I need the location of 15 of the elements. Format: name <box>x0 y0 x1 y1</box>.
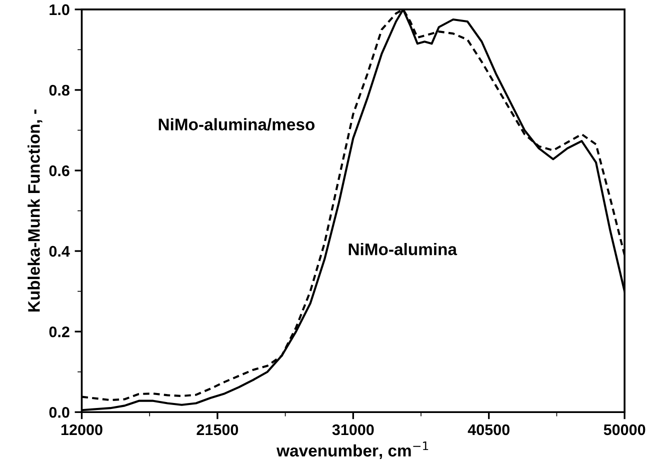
x-axis-title: wavenumber, cm$^{−1}$ <box>276 442 428 460</box>
series-label: NiMo-alumina <box>348 242 458 256</box>
x-tick-label: 12000 <box>61 424 102 436</box>
x-tick-label: 50000 <box>604 424 646 436</box>
y-tick-label: 0.0 <box>49 406 70 418</box>
x-tick-label: 21500 <box>196 424 238 436</box>
y-tick-label: 0.4 <box>49 246 70 257</box>
x-tick-label: 40500 <box>468 424 510 436</box>
y-tick-label: 0.6 <box>49 165 70 176</box>
y-tick-label: 1.0 <box>50 4 70 16</box>
x-tick-label: 31000 <box>332 424 374 436</box>
text: NiMo-alumina/meso <box>158 118 315 131</box>
y-tick-label: 0.2 <box>49 326 70 338</box>
y-axis-title: Kubleka-Munk Function, - <box>28 110 42 312</box>
y-tick-label: 0.8 <box>49 84 70 96</box>
